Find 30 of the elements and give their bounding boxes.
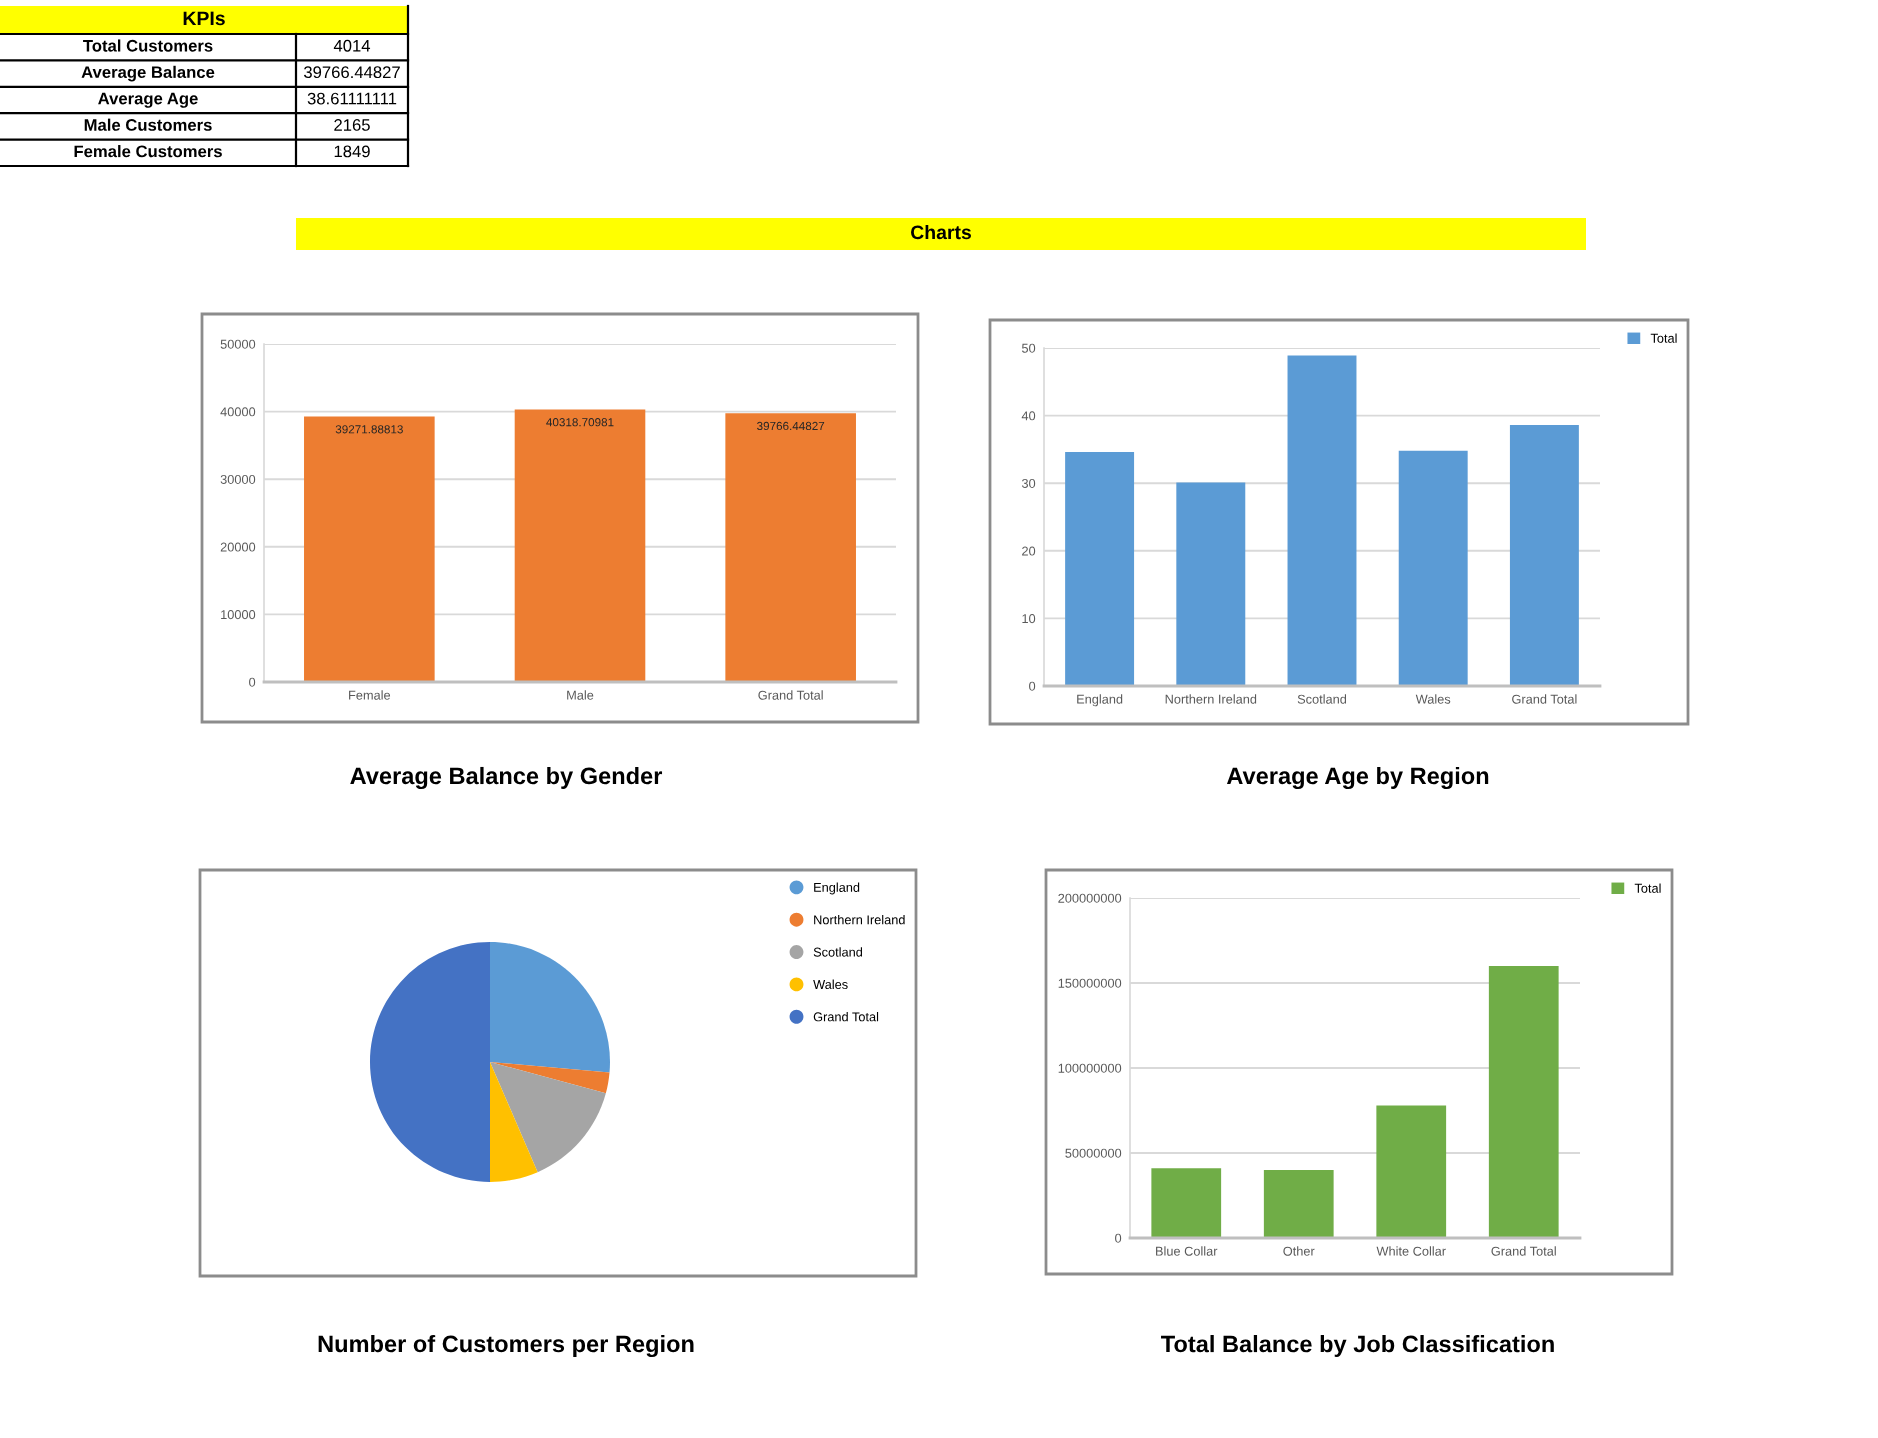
pie-slice [490, 942, 610, 1073]
pie-slice [490, 1062, 538, 1182]
category-label: Female Customers [74, 145, 222, 158]
bar [1176, 482, 1246, 686]
text: Average Balance by Gender [350, 766, 663, 790]
category-label: Total Customers [83, 39, 213, 52]
bar [1509, 425, 1579, 686]
bar [1263, 1170, 1334, 1238]
data-label: 1849 [334, 145, 370, 158]
text: Total Balance by Job Classification [1161, 1334, 1554, 1358]
bar [1376, 1105, 1447, 1238]
text: Charts [911, 224, 971, 240]
data-label: 2165 [334, 119, 370, 131]
bar [1398, 450, 1468, 686]
data-label: 4014 [333, 39, 371, 52]
bar [1488, 966, 1559, 1238]
bar [1287, 355, 1357, 686]
text: Number of Customers per Region [318, 1334, 694, 1358]
bar [1065, 452, 1135, 686]
category-label: Male Customers [84, 118, 212, 131]
data-label: 39766.44827 [303, 66, 400, 79]
bar [1151, 1168, 1222, 1238]
category-label: Average Balance [81, 65, 215, 82]
data-label: 38.61111111 [307, 92, 397, 105]
text: KPIs [183, 11, 225, 26]
pie-slice [490, 1062, 610, 1094]
text: Average Age by Region [1226, 766, 1489, 790]
pie-slice [370, 942, 490, 1182]
pie-slice [490, 1062, 606, 1173]
category-label: Average Age [98, 92, 198, 108]
